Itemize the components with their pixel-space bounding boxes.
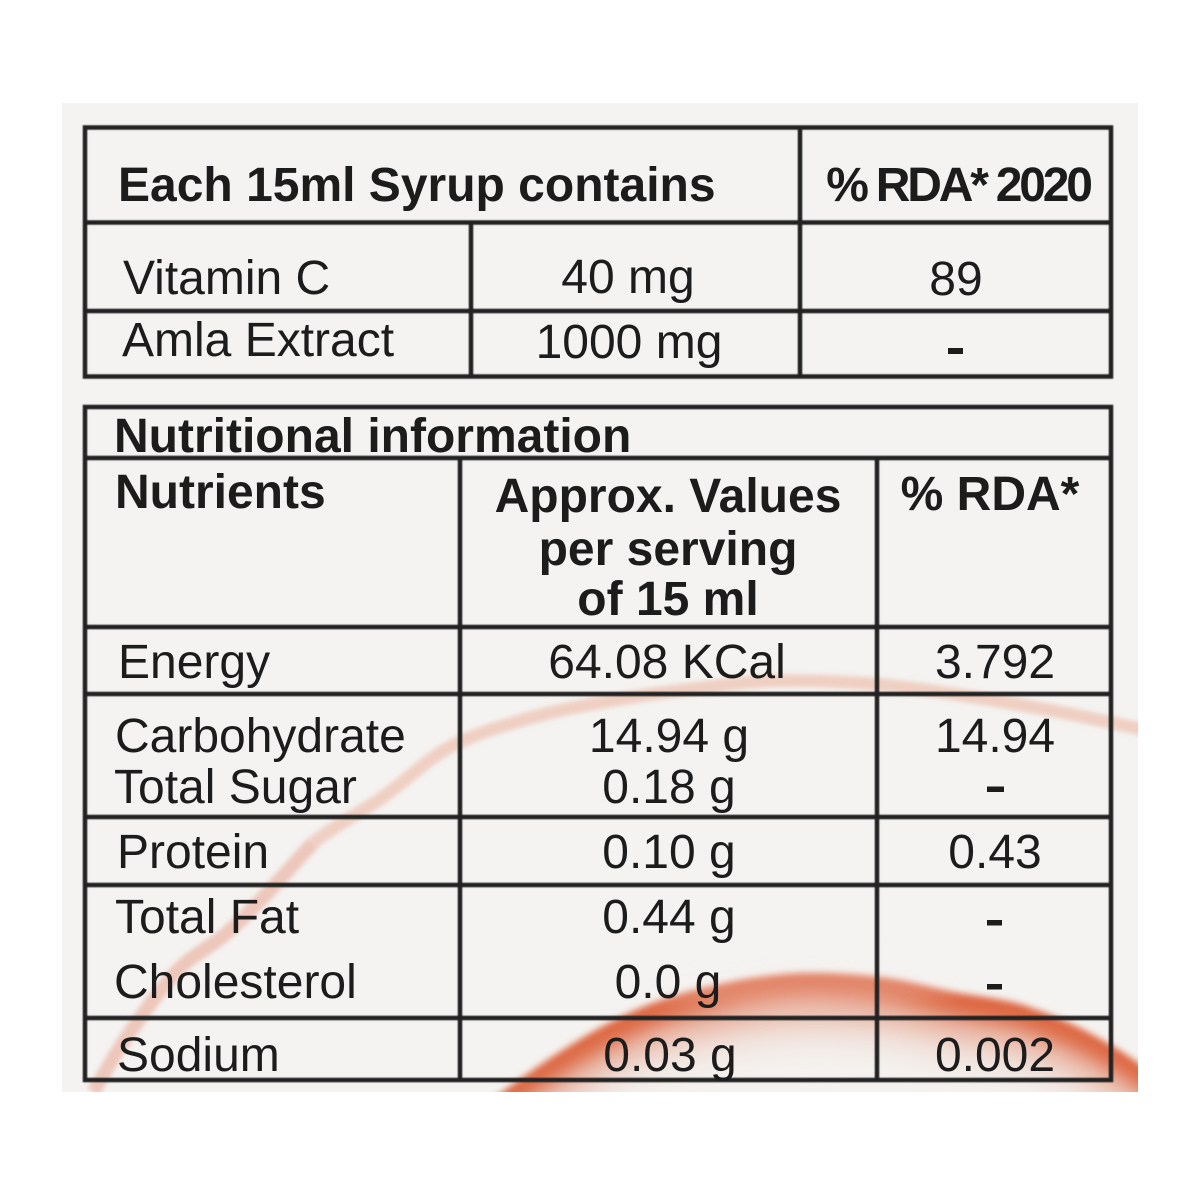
svg-text:Approx. Values: Approx. Values — [495, 470, 842, 523]
svg-text:Each 15ml Syrup contains: Each 15ml Syrup contains — [118, 159, 716, 212]
svg-text:Amla Extract: Amla Extract — [122, 314, 394, 367]
svg-text:Sodium: Sodium — [117, 1029, 280, 1082]
svg-text:Total Sugar: Total Sugar — [114, 761, 357, 814]
svg-text:of 15 ml: of 15 ml — [577, 573, 758, 626]
svg-text:64.08 KCal: 64.08 KCal — [548, 636, 786, 689]
svg-text:Total Fat: Total Fat — [115, 891, 299, 944]
svg-text:0.43: 0.43 — [948, 826, 1041, 879]
svg-text:Nutritional information: Nutritional information — [114, 410, 631, 463]
svg-text:3.792: 3.792 — [935, 636, 1055, 689]
svg-text:Cholesterol: Cholesterol — [114, 956, 357, 1009]
svg-text:Energy: Energy — [118, 636, 270, 689]
svg-text:89: 89 — [929, 253, 982, 306]
svg-text:1000 mg: 1000 mg — [536, 316, 723, 369]
svg-text:Vitamin C: Vitamin C — [123, 252, 330, 305]
svg-text:per serving: per serving — [539, 523, 798, 576]
svg-text:14.94: 14.94 — [935, 710, 1055, 763]
svg-text:14.94 g: 14.94 g — [589, 710, 749, 763]
svg-text:0.0 g: 0.0 g — [615, 956, 722, 1009]
svg-text:0.10 g: 0.10 g — [602, 826, 735, 879]
svg-text:% RDA* 2020: % RDA* 2020 — [826, 159, 1091, 212]
svg-text:0.18 g: 0.18 g — [602, 761, 735, 814]
svg-text:Nutrients: Nutrients — [115, 466, 326, 519]
svg-text:% RDA*: % RDA* — [901, 468, 1080, 521]
svg-text:Carbohydrate: Carbohydrate — [115, 710, 406, 763]
svg-text:0.03 g: 0.03 g — [603, 1029, 736, 1082]
svg-text:Protein: Protein — [117, 826, 269, 879]
svg-text:0.002: 0.002 — [935, 1029, 1055, 1082]
svg-text:40 mg: 40 mg — [561, 251, 694, 304]
svg-text:0.44 g: 0.44 g — [602, 891, 735, 944]
